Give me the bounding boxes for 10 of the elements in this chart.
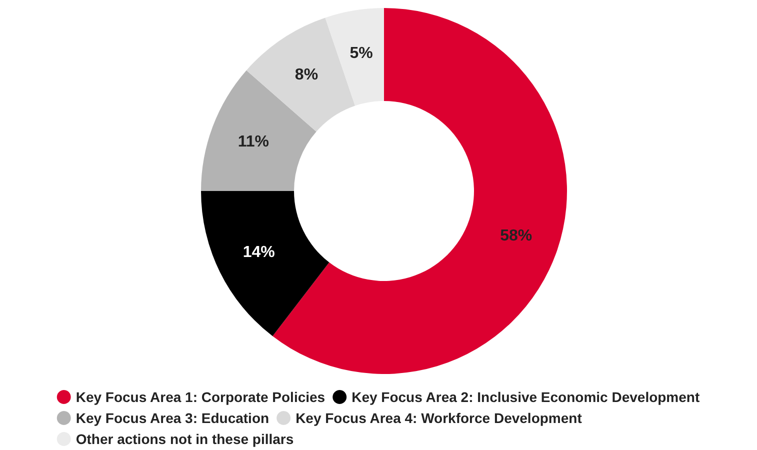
data-label: 11%	[238, 133, 270, 150]
legend-label: Key Focus Area 3: Education	[76, 410, 270, 426]
legend-label: Key Focus Area 4: Workforce Development	[296, 410, 582, 426]
legend-label: Key Focus Area 2: Inclusive Economic Development	[352, 389, 700, 405]
legend-label: Other actions not in these pillars	[76, 431, 294, 447]
data-label: 5%	[350, 44, 373, 62]
data-label: 14%	[242, 244, 275, 262]
legend-label: Key Focus Area 1: Corporate Policies	[76, 389, 326, 405]
data-label: 58%	[500, 227, 532, 244]
data-label: 8%	[294, 66, 318, 84]
